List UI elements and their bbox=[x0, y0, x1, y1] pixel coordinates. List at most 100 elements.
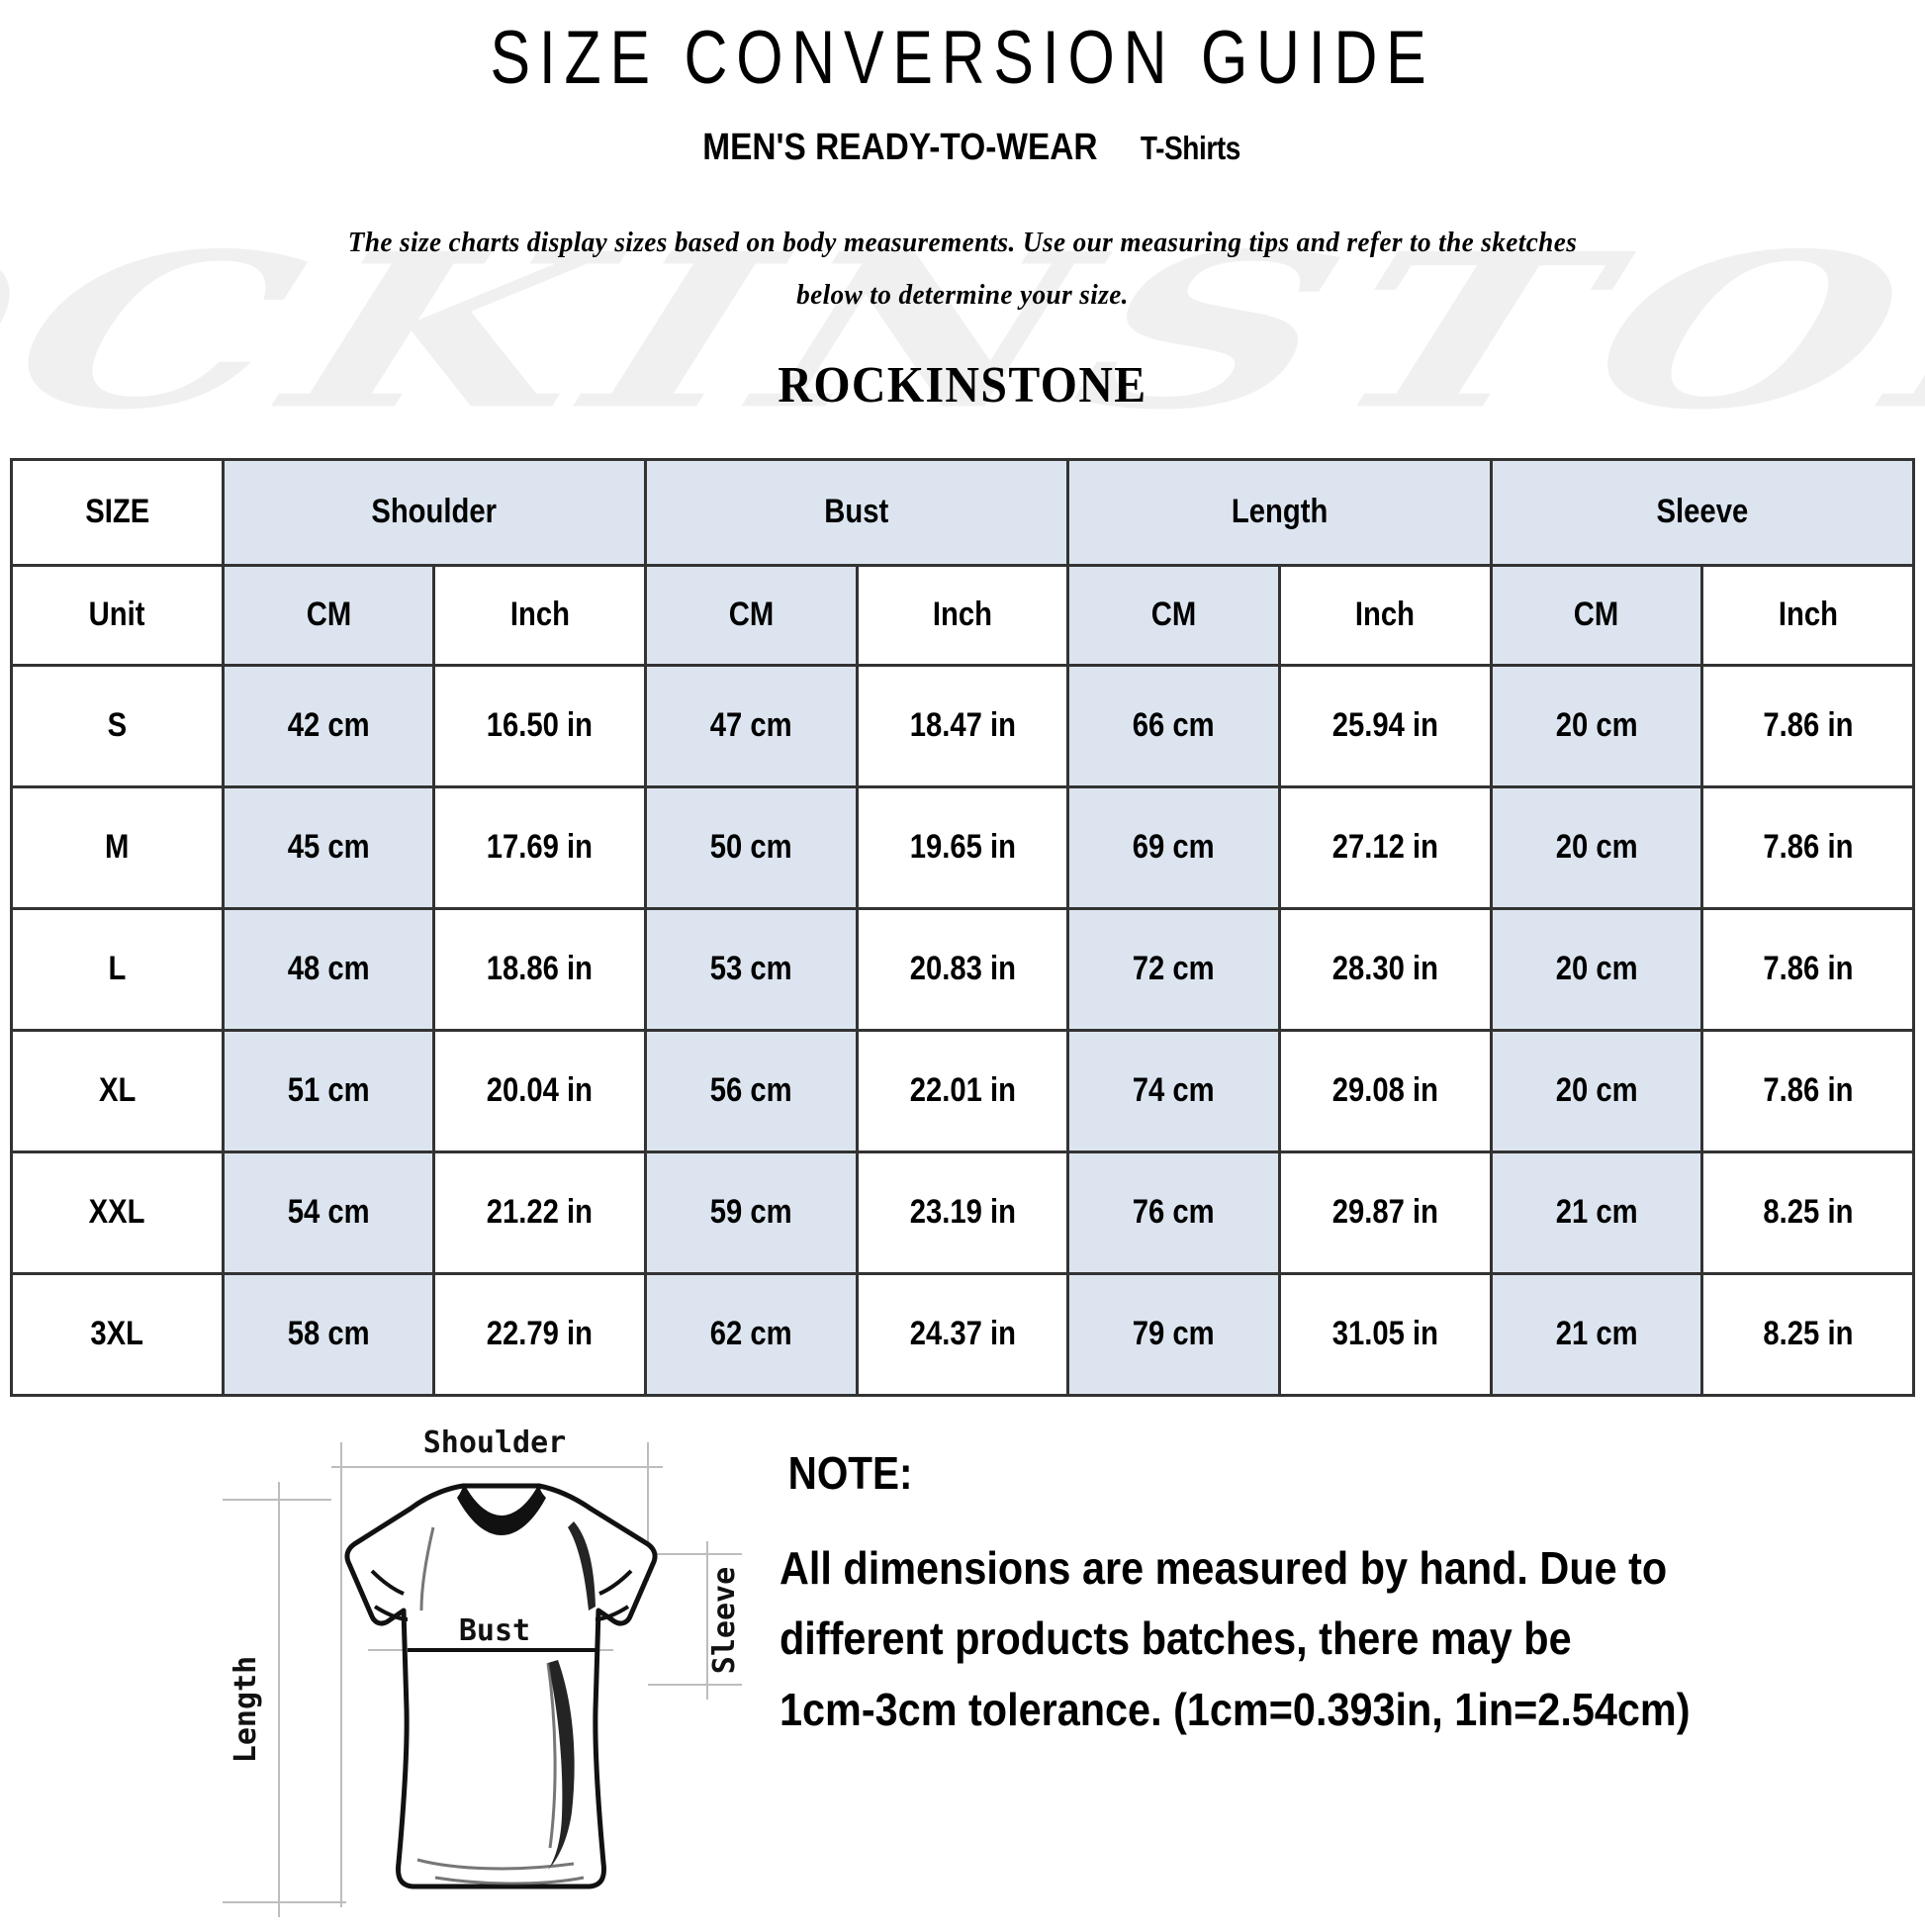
diagram-label-shoulder: Shoulder bbox=[423, 1426, 567, 1460]
tshirt-diagram-svg: Shoulder Bust Length Sleeve bbox=[223, 1426, 742, 1917]
bottom-section: Shoulder Bust Length Sleeve NOTE: All di… bbox=[0, 1413, 1925, 1927]
unit-cell-sleeve-inch: Inch bbox=[1700, 563, 1915, 667]
cell-length-inch: 25.94 in bbox=[1277, 663, 1493, 788]
cell-length-inch: 28.30 in bbox=[1277, 906, 1493, 1032]
unit-cell-length-inch: Inch bbox=[1277, 563, 1493, 667]
description-line-2: below to determine your size. bbox=[796, 279, 1129, 312]
cell-bust-cm: 50 cm bbox=[643, 784, 859, 910]
row-size-label: M bbox=[10, 784, 225, 910]
row-size-label: L bbox=[10, 906, 225, 1032]
diagram-label-bust: Bust bbox=[459, 1613, 530, 1648]
cell-shoulder-cm: 48 cm bbox=[221, 906, 436, 1032]
brand-name: ROCKINSTONE bbox=[778, 356, 1147, 414]
note-line-2: different products batches, there may be bbox=[779, 1612, 1572, 1665]
row-size-label: XXL bbox=[10, 1150, 225, 1275]
cell-shoulder-inch: 21.22 in bbox=[432, 1150, 647, 1275]
header-cell-bust: Bust bbox=[643, 457, 1070, 567]
header-cell-size: SIZE bbox=[10, 457, 225, 567]
cell-shoulder-inch: 16.50 in bbox=[432, 663, 647, 788]
cell-shoulder-inch: 22.79 in bbox=[432, 1271, 647, 1397]
cell-length-cm: 72 cm bbox=[1066, 906, 1281, 1032]
cell-shoulder-cm: 54 cm bbox=[221, 1150, 436, 1275]
cell-bust-inch: 18.47 in bbox=[855, 663, 1070, 788]
cell-sleeve-inch: 8.25 in bbox=[1700, 1150, 1915, 1275]
cell-bust-cm: 59 cm bbox=[643, 1150, 859, 1275]
table-unit-row: Unit CM Inch CM Inch CM Inch CM Inch bbox=[10, 563, 1915, 667]
sleeve-hems bbox=[370, 1569, 633, 1621]
cell-sleeve-cm: 20 cm bbox=[1489, 906, 1704, 1032]
cell-sleeve-cm: 20 cm bbox=[1489, 784, 1704, 910]
description-line-1: The size charts display sizes based on b… bbox=[347, 226, 1578, 258]
table-group-header-row: SIZE Shoulder Bust Length Sleeve bbox=[10, 457, 1916, 567]
cell-bust-cm: 56 cm bbox=[643, 1028, 859, 1153]
cell-length-inch: 31.05 in bbox=[1277, 1271, 1493, 1397]
cell-sleeve-inch: 7.86 in bbox=[1700, 906, 1915, 1032]
cell-length-cm: 66 cm bbox=[1066, 663, 1281, 788]
subtitle-product: T-Shirts bbox=[1141, 129, 1241, 166]
cell-sleeve-cm: 20 cm bbox=[1489, 1028, 1704, 1153]
cell-shoulder-inch: 17.69 in bbox=[432, 784, 647, 910]
cell-sleeve-inch: 7.86 in bbox=[1700, 663, 1915, 788]
table-row: L 48 cm 18.86 in 53 cm 20.83 in 72 cm 28… bbox=[10, 906, 1915, 1032]
table-row: XXL 54 cm 21.22 in 59 cm 23.19 in 76 cm … bbox=[10, 1150, 1915, 1275]
page-title: SIZE CONVERSION GUIDE bbox=[490, 16, 1435, 100]
cell-length-inch: 29.08 in bbox=[1277, 1028, 1493, 1153]
row-size-label: S bbox=[10, 663, 225, 788]
cell-shoulder-cm: 45 cm bbox=[221, 784, 436, 910]
header-cell-length: Length bbox=[1066, 457, 1493, 567]
diagram-label-length: Length bbox=[229, 1656, 263, 1763]
header-cell-sleeve: Sleeve bbox=[1489, 457, 1916, 567]
size-conversion-table: SIZE Shoulder Bust Length Sleeve Unit CM… bbox=[10, 457, 1916, 1397]
cell-length-inch: 29.87 in bbox=[1277, 1150, 1493, 1275]
note-section: NOTE: All dimensions are measured by han… bbox=[762, 1413, 1925, 1745]
cell-length-inch: 27.12 in bbox=[1277, 784, 1493, 910]
unit-cell-bust-inch: Inch bbox=[855, 563, 1070, 667]
size-table-container: SIZE Shoulder Bust Length Sleeve Unit CM… bbox=[10, 457, 1916, 1397]
cell-sleeve-cm: 21 cm bbox=[1489, 1150, 1704, 1275]
note-title: NOTE: bbox=[787, 1446, 913, 1499]
tshirt-outline bbox=[344, 1483, 658, 1889]
cell-shoulder-cm: 42 cm bbox=[221, 663, 436, 788]
table-row: XL 51 cm 20.04 in 56 cm 22.01 in 74 cm 2… bbox=[10, 1028, 1915, 1153]
tshirt-shading bbox=[548, 1520, 596, 1870]
cell-sleeve-cm: 20 cm bbox=[1489, 663, 1704, 788]
cell-sleeve-inch: 7.86 in bbox=[1700, 1028, 1915, 1153]
cell-shoulder-cm: 58 cm bbox=[221, 1271, 436, 1397]
table-row: 3XL 58 cm 22.79 in 62 cm 24.37 in 79 cm … bbox=[10, 1271, 1915, 1397]
drape-lines bbox=[416, 1526, 585, 1886]
unit-cell-label: Unit bbox=[10, 563, 225, 667]
cell-sleeve-inch: 7.86 in bbox=[1700, 784, 1915, 910]
row-size-label: XL bbox=[10, 1028, 225, 1153]
cell-length-cm: 69 cm bbox=[1066, 784, 1281, 910]
unit-cell-sleeve-cm: CM bbox=[1489, 563, 1704, 667]
note-line-3: 1cm-3cm tolerance. (1cm=0.393in, 1in=2.5… bbox=[779, 1683, 1691, 1735]
description: The size charts display sizes based on b… bbox=[330, 217, 1595, 322]
cell-bust-cm: 53 cm bbox=[643, 906, 859, 1032]
unit-cell-length-cm: CM bbox=[1066, 563, 1281, 667]
tshirt-collar bbox=[457, 1484, 546, 1535]
cell-bust-inch: 22.01 in bbox=[855, 1028, 1070, 1153]
unit-cell-shoulder-cm: CM bbox=[221, 563, 436, 667]
subtitle: MEN'S READY-TO-WEAR T-Shirts bbox=[0, 127, 1925, 169]
cell-bust-inch: 23.19 in bbox=[855, 1150, 1070, 1275]
row-size-label: 3XL bbox=[10, 1271, 225, 1397]
table-row: S 42 cm 16.50 in 47 cm 18.47 in 66 cm 25… bbox=[10, 663, 1915, 788]
cell-length-cm: 74 cm bbox=[1066, 1028, 1281, 1153]
unit-cell-bust-cm: CM bbox=[643, 563, 859, 667]
diagram-label-sleeve: Sleeve bbox=[707, 1567, 742, 1674]
cell-bust-cm: 47 cm bbox=[643, 663, 859, 788]
cell-sleeve-cm: 21 cm bbox=[1489, 1271, 1704, 1397]
cell-bust-inch: 19.65 in bbox=[855, 784, 1070, 910]
cell-bust-inch: 24.37 in bbox=[855, 1271, 1070, 1397]
cell-bust-inch: 20.83 in bbox=[855, 906, 1070, 1032]
cell-shoulder-inch: 20.04 in bbox=[432, 1028, 647, 1153]
note-line-1: All dimensions are measured by hand. Due… bbox=[779, 1541, 1668, 1594]
cell-bust-cm: 62 cm bbox=[643, 1271, 859, 1397]
header-cell-shoulder: Shoulder bbox=[221, 457, 647, 567]
table-row: M 45 cm 17.69 in 50 cm 19.65 in 69 cm 27… bbox=[10, 784, 1915, 910]
cell-length-cm: 79 cm bbox=[1066, 1271, 1281, 1397]
cell-shoulder-cm: 51 cm bbox=[221, 1028, 436, 1153]
cell-shoulder-inch: 18.86 in bbox=[432, 906, 647, 1032]
tshirt-measurement-diagram: Shoulder Bust Length Sleeve bbox=[148, 1413, 762, 1927]
